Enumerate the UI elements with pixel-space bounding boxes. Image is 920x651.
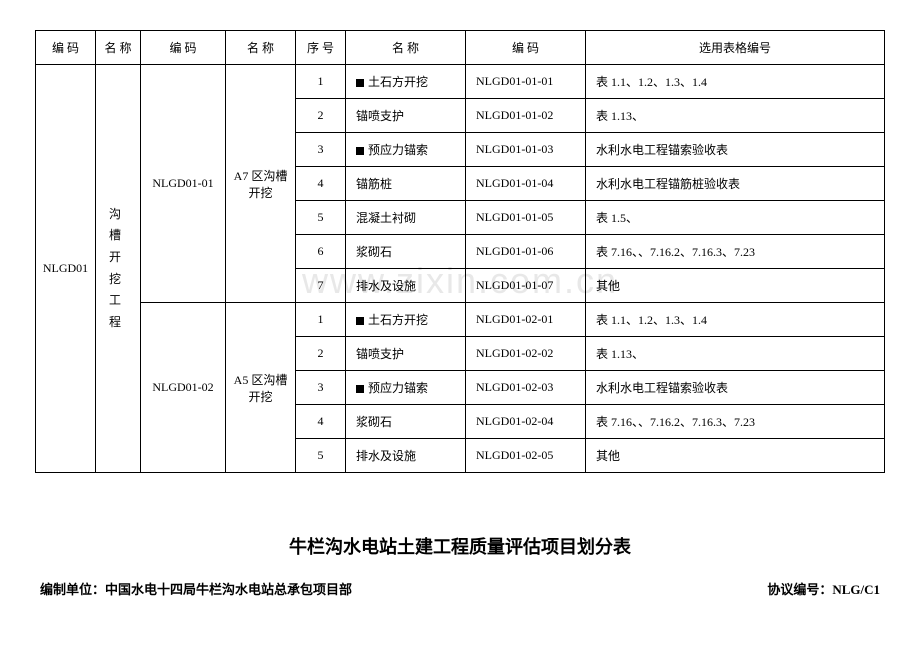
cell-seq: 7 <box>296 269 346 303</box>
cell-item-code: NLGD01-02-05 <box>466 439 586 473</box>
marker-icon <box>356 317 364 325</box>
cell-select: 水利水电工程锚索验收表 <box>586 133 885 167</box>
cell-item-code: NLGD01-01-06 <box>466 235 586 269</box>
level2-name: A5 区沟槽开挖 <box>226 303 296 473</box>
cell-item-name: 锚喷支护 <box>346 99 466 133</box>
item-name-text: 锚喷支护 <box>356 347 404 361</box>
cell-seq: 6 <box>296 235 346 269</box>
header-select: 选用表格编号 <box>586 31 885 65</box>
cell-item-name: 预应力锚索 <box>346 371 466 405</box>
footer-line: 编制单位：中国水电十四局牛栏沟水电站总承包项目部 协议编号：NLG/C1 <box>35 579 885 598</box>
document-title: 牛栏沟水电站土建工程质量评估项目划分表 <box>35 533 885 559</box>
level2-name: A7 区沟槽开挖 <box>226 65 296 303</box>
header-code2: 编 码 <box>141 31 226 65</box>
level1-name: 沟槽开挖工程 <box>96 65 141 473</box>
table-row: NLGD01沟槽开挖工程NLGD01-01A7 区沟槽开挖1土石方开挖NLGD0… <box>36 65 885 99</box>
cell-seq: 4 <box>296 405 346 439</box>
table-row: NLGD01-02A5 区沟槽开挖1土石方开挖NLGD01-02-01表 1.1… <box>36 303 885 337</box>
cell-item-code: NLGD01-01-02 <box>466 99 586 133</box>
cell-item-code: NLGD01-01-04 <box>466 167 586 201</box>
cell-item-name: 浆砌石 <box>346 405 466 439</box>
marker-icon <box>356 79 364 87</box>
cell-select: 表 1.5、 <box>586 201 885 235</box>
cell-item-code: NLGD01-01-03 <box>466 133 586 167</box>
cell-item-code: NLGD01-01-05 <box>466 201 586 235</box>
cell-seq: 5 <box>296 439 346 473</box>
cell-item-name: 土石方开挖 <box>346 303 466 337</box>
cell-seq: 2 <box>296 337 346 371</box>
cell-item-code: NLGD01-02-03 <box>466 371 586 405</box>
cell-seq: 1 <box>296 303 346 337</box>
cell-seq: 1 <box>296 65 346 99</box>
table-header-row: 编 码 名 称 编 码 名 称 序 号 名 称 编 码 选用表格编号 <box>36 31 885 65</box>
item-name-text: 浆砌石 <box>356 415 392 429</box>
project-table: 编 码 名 称 编 码 名 称 序 号 名 称 编 码 选用表格编号 NLGD0… <box>35 30 885 473</box>
cell-item-name: 排水及设施 <box>346 269 466 303</box>
header-code1: 编 码 <box>36 31 96 65</box>
item-name-text: 预应力锚索 <box>368 381 428 395</box>
cell-item-name: 土石方开挖 <box>346 65 466 99</box>
cell-item-name: 锚筋桩 <box>346 167 466 201</box>
cell-item-name: 预应力锚索 <box>346 133 466 167</box>
header-name2: 名 称 <box>226 31 296 65</box>
title-section: 牛栏沟水电站土建工程质量评估项目划分表 编制单位：中国水电十四局牛栏沟水电站总承… <box>35 533 885 598</box>
main-content: 编 码 名 称 编 码 名 称 序 号 名 称 编 码 选用表格编号 NLGD0… <box>35 30 885 598</box>
item-name-text: 土石方开挖 <box>368 75 428 89</box>
item-name-text: 混凝土衬砌 <box>356 211 416 225</box>
item-name-text: 锚筋桩 <box>356 177 392 191</box>
cell-seq: 2 <box>296 99 346 133</box>
header-seq: 序 号 <box>296 31 346 65</box>
cell-seq: 5 <box>296 201 346 235</box>
cell-select: 表 1.13、 <box>586 337 885 371</box>
item-name-text: 预应力锚索 <box>368 143 428 157</box>
item-name-text: 锚喷支护 <box>356 109 404 123</box>
cell-select: 水利水电工程锚筋桩验收表 <box>586 167 885 201</box>
cell-seq: 4 <box>296 167 346 201</box>
footer-right: 协议编号：NLG/C1 <box>767 579 880 598</box>
cell-select: 表 1.1、1.2、1.3、1.4 <box>586 65 885 99</box>
cell-select: 其他 <box>586 269 885 303</box>
cell-select: 其他 <box>586 439 885 473</box>
level2-code: NLGD01-01 <box>141 65 226 303</box>
marker-icon <box>356 147 364 155</box>
cell-item-code: NLGD01-02-02 <box>466 337 586 371</box>
header-name1: 名 称 <box>96 31 141 65</box>
header-code3: 编 码 <box>466 31 586 65</box>
cell-seq: 3 <box>296 371 346 405</box>
item-name-text: 土石方开挖 <box>368 313 428 327</box>
item-name-text: 浆砌石 <box>356 245 392 259</box>
cell-item-name: 排水及设施 <box>346 439 466 473</box>
cell-select: 表 7.16、、7.16.2、7.16.3、7.23 <box>586 405 885 439</box>
cell-item-name: 锚喷支护 <box>346 337 466 371</box>
cell-select: 表 1.13、 <box>586 99 885 133</box>
cell-item-name: 混凝土衬砌 <box>346 201 466 235</box>
cell-item-code: NLGD01-01-07 <box>466 269 586 303</box>
marker-icon <box>356 385 364 393</box>
header-name3: 名 称 <box>346 31 466 65</box>
footer-left: 编制单位：中国水电十四局牛栏沟水电站总承包项目部 <box>40 579 352 598</box>
cell-item-code: NLGD01-02-01 <box>466 303 586 337</box>
cell-item-code: NLGD01-01-01 <box>466 65 586 99</box>
cell-item-name: 浆砌石 <box>346 235 466 269</box>
cell-seq: 3 <box>296 133 346 167</box>
cell-select: 表 7.16、、7.16.2、7.16.3、7.23 <box>586 235 885 269</box>
cell-select: 水利水电工程锚索验收表 <box>586 371 885 405</box>
cell-item-code: NLGD01-02-04 <box>466 405 586 439</box>
level2-code: NLGD01-02 <box>141 303 226 473</box>
cell-select: 表 1.1、1.2、1.3、1.4 <box>586 303 885 337</box>
item-name-text: 排水及设施 <box>356 449 416 463</box>
item-name-text: 排水及设施 <box>356 279 416 293</box>
level1-code: NLGD01 <box>36 65 96 473</box>
